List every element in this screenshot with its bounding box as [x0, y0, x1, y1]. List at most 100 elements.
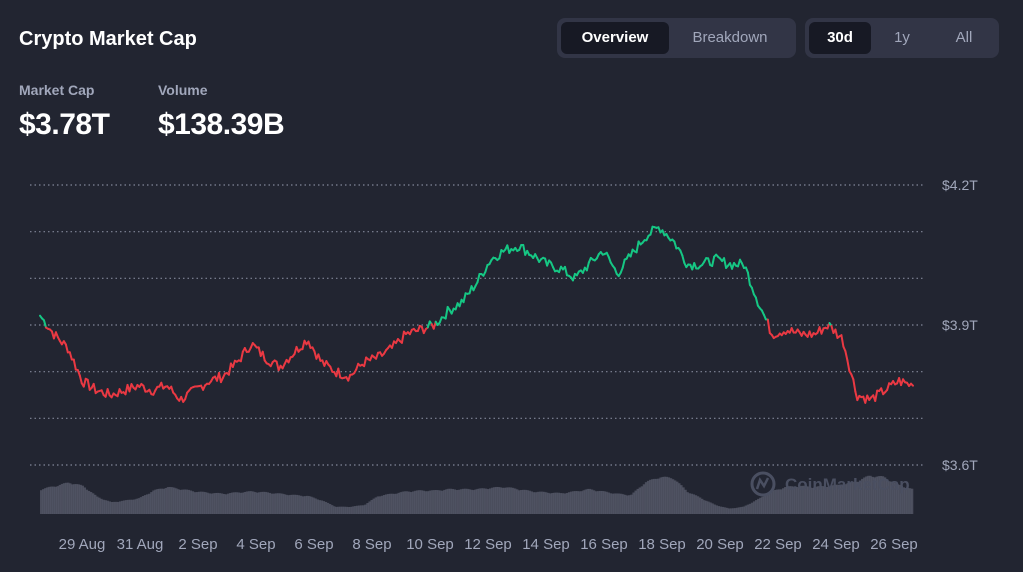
volume-bar	[470, 489, 473, 514]
volume-bar	[871, 476, 874, 514]
volume-bar	[148, 493, 151, 514]
volume-bar	[875, 476, 878, 514]
range-1y-button[interactable]: 1y	[894, 29, 910, 46]
price-segment	[82, 377, 87, 388]
x-tick-label: 22 Sep	[754, 536, 802, 553]
volume-bar	[366, 503, 369, 514]
volume-bar	[220, 493, 224, 514]
volume-bar	[771, 490, 775, 514]
volume-bar	[222, 493, 226, 514]
price-segment	[400, 330, 405, 344]
volume-bar	[283, 494, 286, 514]
volume-bar	[451, 488, 454, 514]
volume-bar	[505, 487, 508, 514]
volume-bar	[636, 488, 639, 514]
volume-bar	[320, 500, 323, 514]
volume-bar	[898, 484, 901, 514]
tab-breakdown[interactable]: Breakdown	[692, 29, 768, 46]
volume-bar	[594, 491, 598, 514]
volume-bar	[295, 494, 299, 514]
x-tick-label: 2 Sep	[178, 536, 217, 553]
volume-bar	[532, 492, 535, 514]
volume-bar	[538, 491, 542, 514]
volume-bar	[432, 490, 436, 514]
volume-bar	[106, 500, 109, 514]
volume-bar	[900, 486, 903, 514]
volume-bar	[673, 480, 677, 514]
volume-bar	[376, 496, 380, 514]
volume-bar	[565, 492, 569, 514]
volume-bar	[268, 492, 272, 514]
volume-bar	[881, 476, 885, 514]
x-axis: 29 Aug 31 Aug 2 Sep 4 Sep 6 Sep 8 Sep 10 Sep 12…	[59, 536, 918, 553]
volume-bar	[183, 489, 186, 514]
volume-bar	[578, 491, 581, 514]
volume-bar	[233, 492, 236, 514]
volume-bar	[765, 495, 768, 514]
volume-bar	[680, 485, 683, 514]
price-segment	[375, 351, 380, 360]
grid-lines	[30, 184, 924, 466]
volume-bar	[162, 488, 166, 514]
price-segment	[649, 225, 654, 236]
volume-bar	[617, 493, 621, 514]
volume-bar	[586, 488, 590, 514]
volume-bar	[892, 482, 895, 514]
volume-bar	[443, 489, 446, 514]
volume-bar	[715, 505, 718, 514]
volume-bar	[289, 494, 292, 514]
volume-bar	[817, 486, 820, 514]
volume-bar	[441, 490, 444, 514]
range-all-button[interactable]: All	[955, 29, 973, 46]
volume-bar	[590, 489, 594, 514]
volume-bar	[422, 490, 425, 514]
volume-bar	[536, 491, 540, 514]
volume-bar	[150, 492, 153, 514]
volume-bar	[324, 501, 328, 514]
range-30d-button[interactable]: 30d	[809, 22, 871, 54]
volume-bar	[110, 502, 114, 514]
volume-bar	[395, 493, 398, 514]
x-tick-label: 26 Sep	[870, 536, 918, 553]
volume-bar	[407, 491, 411, 514]
volume-bar	[491, 487, 494, 514]
volume-bar	[827, 486, 831, 514]
volume-bar	[703, 500, 706, 514]
volume-bar	[252, 491, 255, 514]
volume-bar	[181, 489, 184, 514]
volume-bar	[447, 488, 450, 514]
volume-bar	[736, 507, 739, 514]
volume-bar	[752, 501, 756, 514]
volume-bar	[813, 487, 816, 514]
volume-bar	[547, 492, 550, 514]
volume-bar	[314, 498, 317, 514]
volume-bar	[351, 506, 355, 514]
volume-bar	[48, 486, 51, 514]
price-segment	[363, 356, 368, 368]
volume-bar	[730, 508, 733, 514]
tab-overview[interactable]: Overview	[561, 22, 669, 54]
volume-bar	[698, 497, 702, 514]
volume-bar	[297, 495, 301, 514]
volume-bar	[488, 488, 492, 514]
volume-bar	[439, 490, 442, 514]
volume-bar	[260, 491, 263, 514]
x-tick-label: 6 Sep	[294, 536, 333, 553]
volume-bar	[530, 491, 533, 514]
price-segment	[766, 318, 771, 335]
volume-bar	[890, 481, 893, 514]
volume-bar	[692, 494, 696, 514]
price-segment	[72, 358, 77, 371]
volume-bar	[509, 487, 513, 514]
volume-bar	[108, 501, 111, 514]
volume-bar	[262, 491, 265, 514]
volume-bar	[894, 482, 897, 514]
volume-bar	[567, 492, 571, 514]
volume-bar	[480, 488, 484, 514]
volume-bar	[285, 494, 288, 514]
volume-bar	[239, 492, 242, 514]
volume-bar	[644, 482, 648, 514]
volume-bar	[353, 506, 357, 514]
volume-bar	[584, 489, 587, 514]
